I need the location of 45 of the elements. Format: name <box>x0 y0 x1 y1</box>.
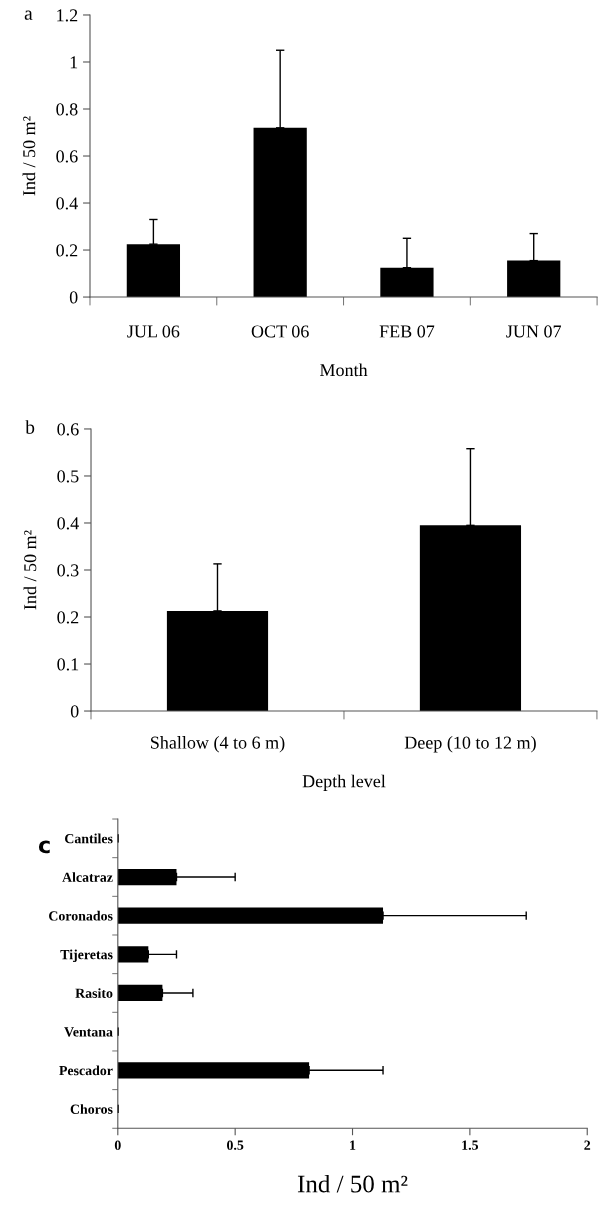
y-axis-title: Ind / 50 m² <box>23 530 37 610</box>
y-tick-label: 1 <box>70 56 78 69</box>
y-tick-label: 0 <box>70 705 79 718</box>
y-axis-title: Ind / 50 m² <box>22 116 36 196</box>
y-tick-label: 0.3 <box>57 564 79 577</box>
y-tick-label: 0.4 <box>56 197 78 210</box>
y-tick-label: 0.5 <box>57 470 79 483</box>
x-tick-label: Shallow (4 to 6 m) <box>151 736 285 753</box>
y-tick-label: Coronados <box>49 910 113 921</box>
y-tick-label: 0 <box>69 291 78 304</box>
y-tick-label: 1.2 <box>57 9 78 22</box>
bar <box>253 127 307 298</box>
x-axis-title: Month <box>319 363 368 377</box>
y-tick-label: 0.1 <box>57 658 79 671</box>
x-tick-label: 0 <box>114 1140 121 1150</box>
x-tick-label: 0.5 <box>227 1140 244 1150</box>
text: c <box>38 840 50 854</box>
x-tick-label: JUN 07 <box>506 325 562 338</box>
y-tick-label: 0.2 <box>56 244 78 257</box>
y-tick-label: 0.6 <box>57 423 79 436</box>
y-tick-label: Rasito <box>75 988 113 998</box>
x-tick-label: 1 <box>350 1140 356 1150</box>
x-tick-label: 1.5 <box>462 1140 479 1150</box>
y-tick-label: Choros <box>70 1104 113 1114</box>
y-tick-label: 0.6 <box>56 150 78 163</box>
y-tick-label: Alcatraz <box>62 872 113 882</box>
chart-title: b <box>25 420 35 434</box>
x-tick-label: OCT 06 <box>251 325 309 338</box>
y-tick-label: Ventana <box>64 1027 113 1037</box>
x-axis-title: Depth level <box>302 774 386 791</box>
y-tick-label: 0.2 <box>57 611 79 624</box>
y-tick-label: Pescador <box>59 1065 113 1076</box>
x-tick-label: FEB 07 <box>379 325 435 338</box>
bar <box>126 244 181 298</box>
x-tick-label: 2 <box>584 1140 591 1150</box>
y-tick-label: Cantiles <box>65 833 113 844</box>
x-axis-title: Ind / 50 m² <box>297 1174 408 1193</box>
chart-title: a <box>24 10 33 20</box>
bar <box>117 907 384 924</box>
x-tick-label: Deep (10 to 12 m) <box>404 736 536 753</box>
bar <box>117 1062 310 1079</box>
y-tick-label: 0.4 <box>57 517 79 530</box>
x-tick-label: JUL 06 <box>127 325 180 338</box>
y-tick-label: Tijeretas <box>60 949 113 963</box>
y-tick-label: 0.8 <box>56 103 78 116</box>
